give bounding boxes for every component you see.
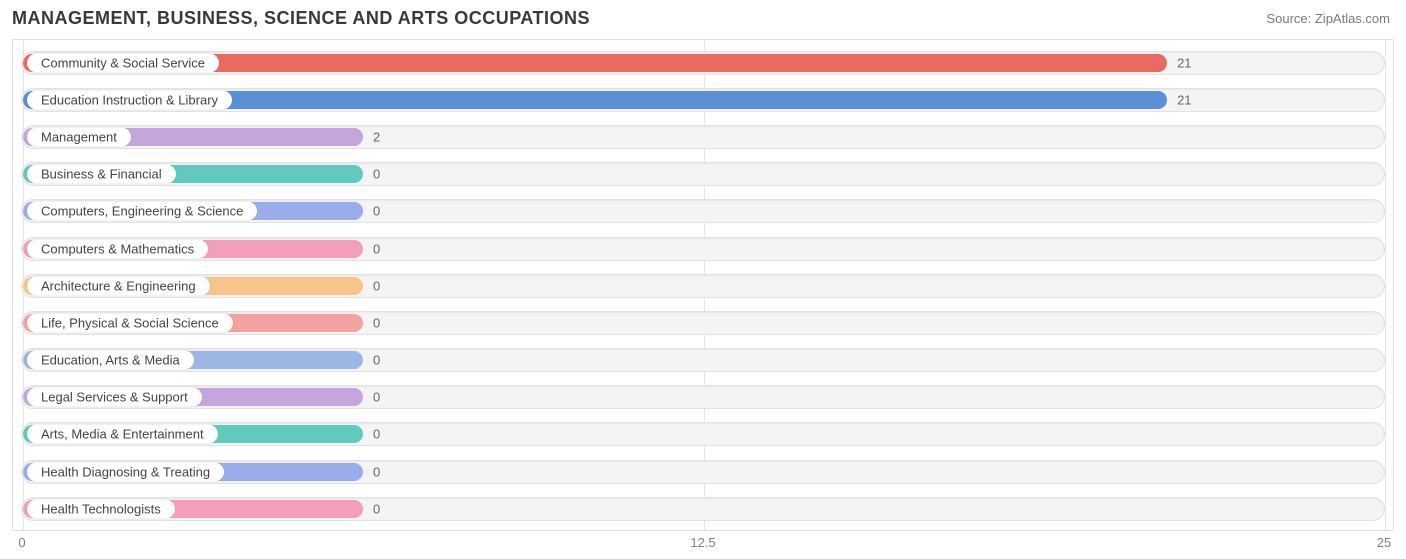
bar-row: Education, Arts & Media 0 [13,342,1393,379]
bar-label-pill: Legal Services & Support [27,388,202,407]
bar-value-label: 21 [1177,55,1191,70]
bar-row: Community & Social Service 21 [13,44,1393,81]
chart-header: MANAGEMENT, BUSINESS, SCIENCE AND ARTS O… [0,0,1406,39]
bar-value-label: 0 [373,464,380,479]
bar-label-pill: Community & Social Service [27,53,219,72]
bar-value-label: 2 [373,129,380,144]
bar-row: Architecture & Engineering 0 [13,267,1393,304]
bar-value-label: 0 [373,501,380,516]
plot-area: Community & Social Service21Education In… [12,39,1394,531]
bar-rows: Community & Social Service21Education In… [13,40,1393,531]
bar-value-label: 0 [373,241,380,256]
bar-value-label: 0 [373,278,380,293]
bar-row: Life, Physical & Social Science 0 [13,304,1393,341]
source-link[interactable]: ZipAtlas.com [1315,11,1390,26]
bar-value-label: 21 [1177,92,1191,107]
bar-value-label: 0 [373,167,380,182]
bar-value-label: 0 [373,204,380,219]
bar-label-pill: Computers & Mathematics [27,239,208,258]
bar-label-pill: Education, Arts & Media [27,351,194,370]
bar-label-pill: Education Instruction & Library [27,90,232,109]
chart-title: MANAGEMENT, BUSINESS, SCIENCE AND ARTS O… [12,8,590,29]
bar-label-pill: Management [27,127,131,146]
bar-label-pill: Life, Physical & Social Science [27,313,233,332]
bar-row: Arts, Media & Entertainment 0 [13,416,1393,453]
bar-label-pill: Business & Financial [27,165,176,184]
bar-row: Health Technologists 0 [13,490,1393,527]
bar-row: Computers, Engineering & Science 0 [13,193,1393,230]
chart-area: Community & Social Service21Education In… [0,39,1406,559]
x-tick-label: 25 [1377,535,1391,550]
bar-label-pill: Arts, Media & Entertainment [27,425,218,444]
x-tick-label: 12.5 [690,535,715,550]
bar-label-pill: Health Technologists [27,499,175,518]
bar-label-pill: Health Diagnosing & Treating [27,462,224,481]
chart-source: Source: ZipAtlas.com [1266,11,1390,26]
bar-row: Business & Financial 0 [13,156,1393,193]
bar-value-label: 0 [373,427,380,442]
x-axis: 0 12.5 25 [12,535,1394,555]
bar-row: Legal Services & Support 0 [13,379,1393,416]
bar-row: Health Diagnosing & Treating 0 [13,453,1393,490]
x-tick-label: 0 [18,535,25,550]
bar-row: Computers & Mathematics 0 [13,230,1393,267]
bar-value-label: 0 [373,315,380,330]
bar-row: Education Instruction & Library 21 [13,81,1393,118]
source-prefix: Source: [1266,11,1314,26]
bar-value-label: 0 [373,353,380,368]
bar-label-pill: Computers, Engineering & Science [27,202,257,221]
bar-row: Management 2 [13,118,1393,155]
bar-label-pill: Architecture & Engineering [27,276,210,295]
bar-value-label: 0 [373,390,380,405]
